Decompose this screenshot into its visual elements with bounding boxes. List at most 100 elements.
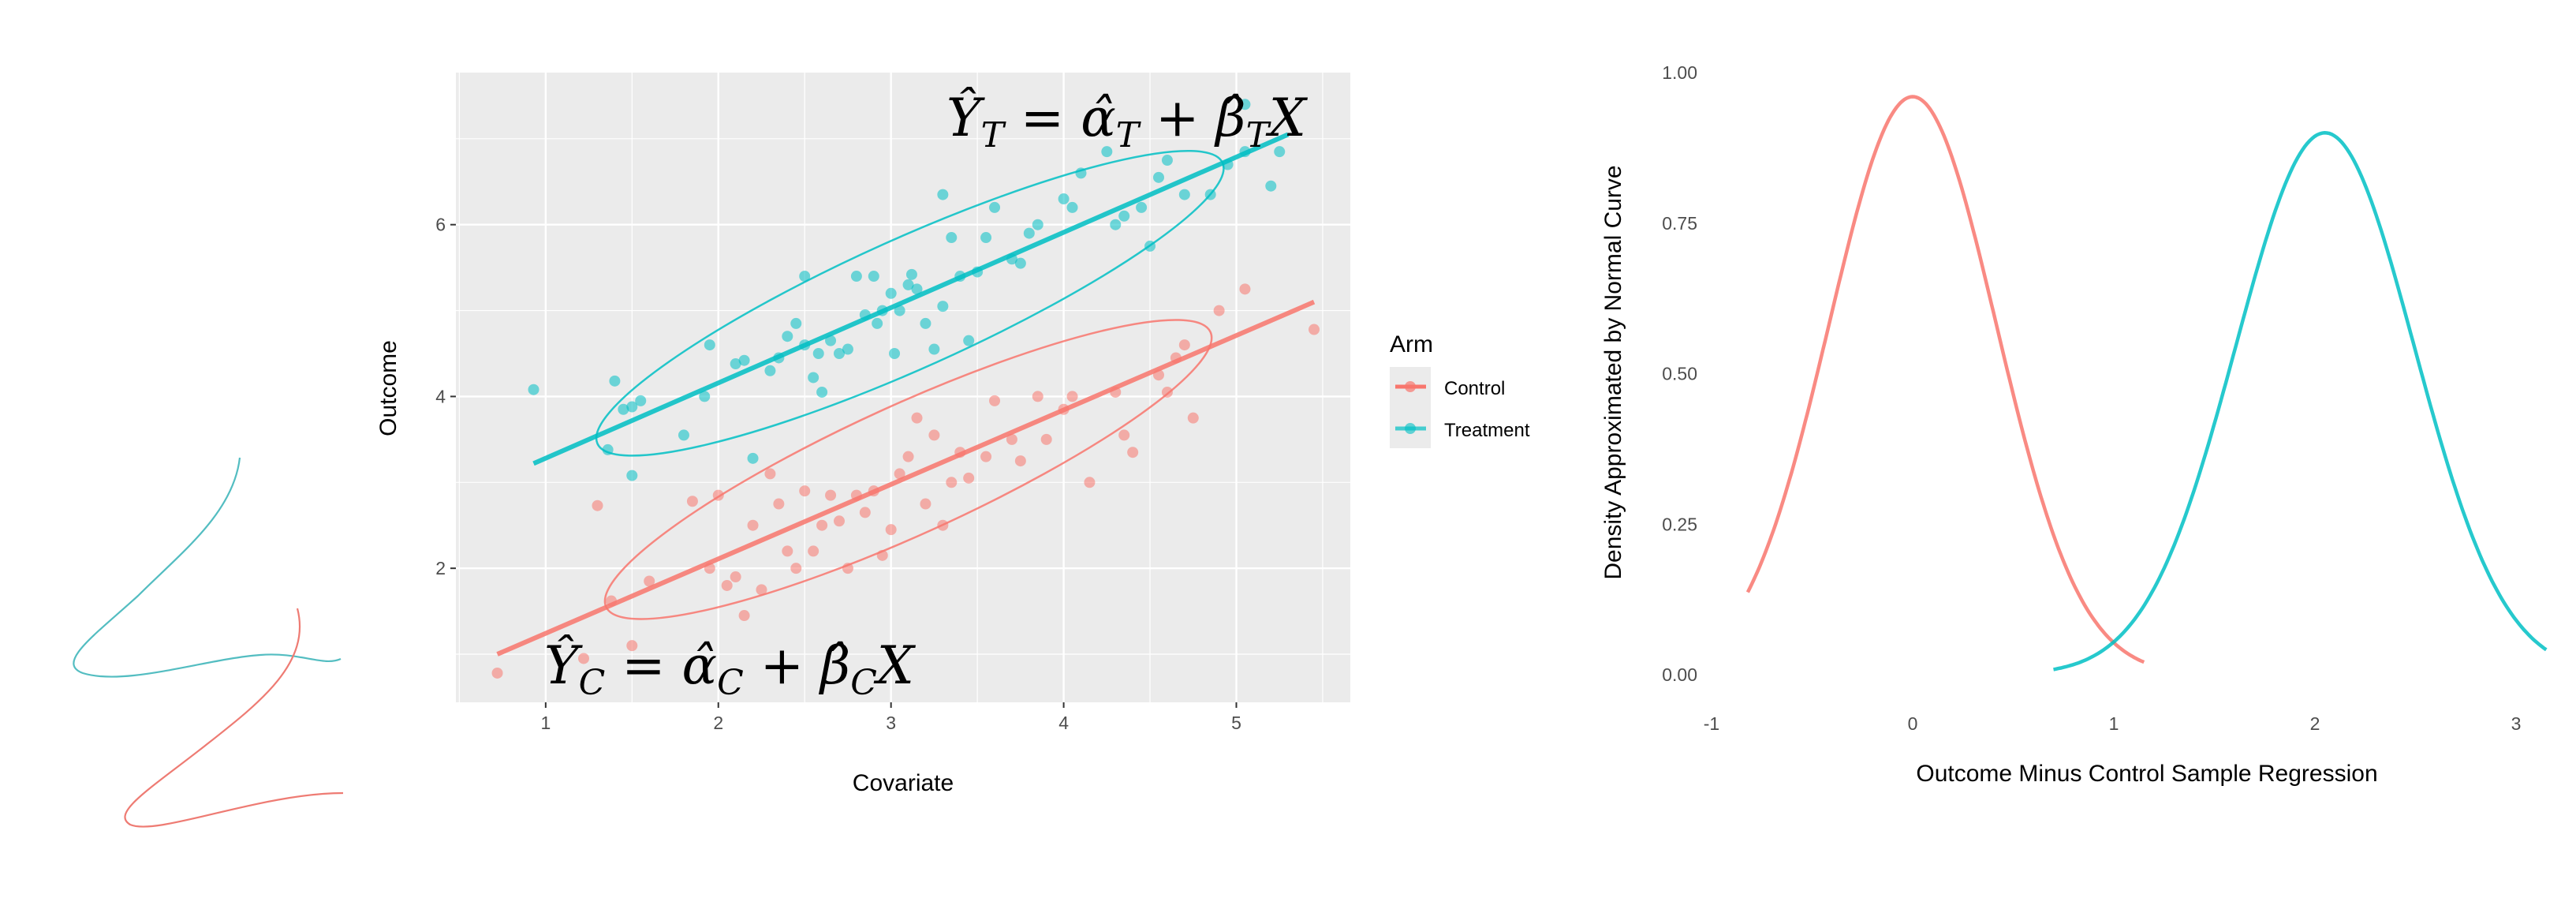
control-point (1309, 324, 1320, 335)
data-points (491, 99, 1320, 679)
control-point (928, 429, 940, 441)
control-point (1127, 447, 1139, 458)
control-point (989, 395, 1001, 406)
control-point (920, 498, 931, 510)
density-curves (1745, 95, 2548, 672)
treatment-point (842, 343, 853, 355)
y-tick-label: 0.75 (1662, 213, 1697, 234)
treatment-point (1161, 155, 1173, 167)
control-point (799, 485, 811, 497)
treatment-point (937, 301, 949, 312)
treatment-point (905, 268, 917, 280)
treatment-point (989, 201, 1001, 213)
control-point (946, 477, 958, 488)
control-point (1213, 305, 1225, 316)
treatment-point (885, 287, 897, 299)
treatment-point (1274, 146, 1286, 158)
control-point (644, 575, 655, 587)
control-equation: ŶC = α̂C + β̂CX (544, 635, 917, 703)
x-tick-label: 1 (540, 713, 551, 733)
treatment-point (808, 372, 819, 384)
control-point (592, 500, 603, 511)
control-point (1066, 391, 1078, 402)
control-point (773, 498, 785, 510)
control-point (963, 472, 975, 484)
control-point (885, 524, 897, 536)
legend-item-control: Control (1395, 378, 1505, 399)
treatment-point (1101, 146, 1113, 158)
treatment-fit-line (532, 132, 1290, 466)
y-axis-title: Density Approximated by Normal Curve (1600, 165, 1626, 579)
control-point (686, 496, 698, 507)
treatment-point (764, 365, 776, 376)
treatment-point (528, 384, 539, 395)
x-tick-label: 5 (1231, 713, 1241, 733)
axis-ticks: 1 2 3 4 5 2 4 6 (435, 215, 1241, 733)
x-tick-label: -1 (1704, 713, 1719, 734)
control-point (1118, 429, 1130, 441)
y-tick-label: 0.50 (1662, 364, 1697, 384)
treatment-point (730, 358, 741, 370)
control-point (834, 515, 845, 527)
legend-label-treatment: Treatment (1444, 420, 1530, 441)
x-tick-label: 3 (2511, 713, 2522, 734)
control-point (764, 468, 776, 480)
treatment-point (1239, 99, 1251, 110)
treatment-point (902, 279, 914, 290)
treatment-point (834, 347, 845, 359)
control-point (842, 563, 853, 574)
control-point (894, 468, 905, 480)
treatment-point (1118, 210, 1130, 222)
control-point (980, 451, 992, 462)
treatment-point (635, 395, 647, 406)
treatment-density-curve (2053, 131, 2548, 672)
control-point (738, 610, 750, 622)
x-tick-label: 0 (1908, 713, 1918, 734)
control-point (730, 571, 741, 583)
x-tick-label: 4 (1058, 713, 1069, 733)
treatment-point (812, 347, 824, 359)
legend: Arm Control Treatment (1390, 331, 1530, 448)
x-tick-label: 1 (2109, 713, 2119, 734)
decorative-red-curve (124, 608, 344, 828)
treatment-point (1153, 171, 1164, 183)
control-point (1032, 391, 1043, 402)
treatment-point (1144, 240, 1156, 252)
treatment-point (626, 470, 638, 481)
treatment-point (868, 271, 879, 283)
y-tick-label: 1.00 (1662, 62, 1697, 83)
control-point (1084, 477, 1096, 488)
treatment-point (1066, 201, 1078, 213)
control-point (859, 507, 871, 518)
control-point (911, 412, 923, 424)
treatment-point (1178, 189, 1190, 200)
control-density-curve (1745, 95, 2145, 664)
control-point (721, 579, 733, 591)
x-axis-title: Outcome Minus Control Sample Regression (1916, 761, 2377, 787)
control-point (790, 563, 802, 574)
treatment-point (894, 305, 905, 316)
y-tick-label: 2 (435, 558, 446, 578)
control-point (1187, 412, 1199, 424)
treatment-point (626, 401, 638, 413)
treatment-point (747, 452, 759, 464)
control-point (1014, 455, 1026, 467)
control-point (1040, 433, 1052, 445)
treatment-point (1265, 180, 1277, 192)
treatment-point (946, 232, 958, 244)
y-tick-label: 0.00 (1662, 664, 1697, 685)
y-tick-label: 4 (435, 386, 446, 406)
control-point (825, 489, 837, 501)
control-point (937, 519, 949, 531)
treatment-point (1014, 257, 1026, 269)
legend-treatment-point (1405, 423, 1416, 434)
treatment-point (790, 317, 802, 329)
treatment-equation: ŶT = α̂T + β̂TX (946, 88, 1309, 155)
control-fit-line (496, 299, 1316, 657)
control-point (876, 549, 888, 561)
control-point (712, 489, 724, 501)
treatment-point (963, 335, 975, 346)
treatment-point (1136, 201, 1148, 213)
treatment-point (618, 403, 629, 415)
control-point (1006, 433, 1017, 445)
